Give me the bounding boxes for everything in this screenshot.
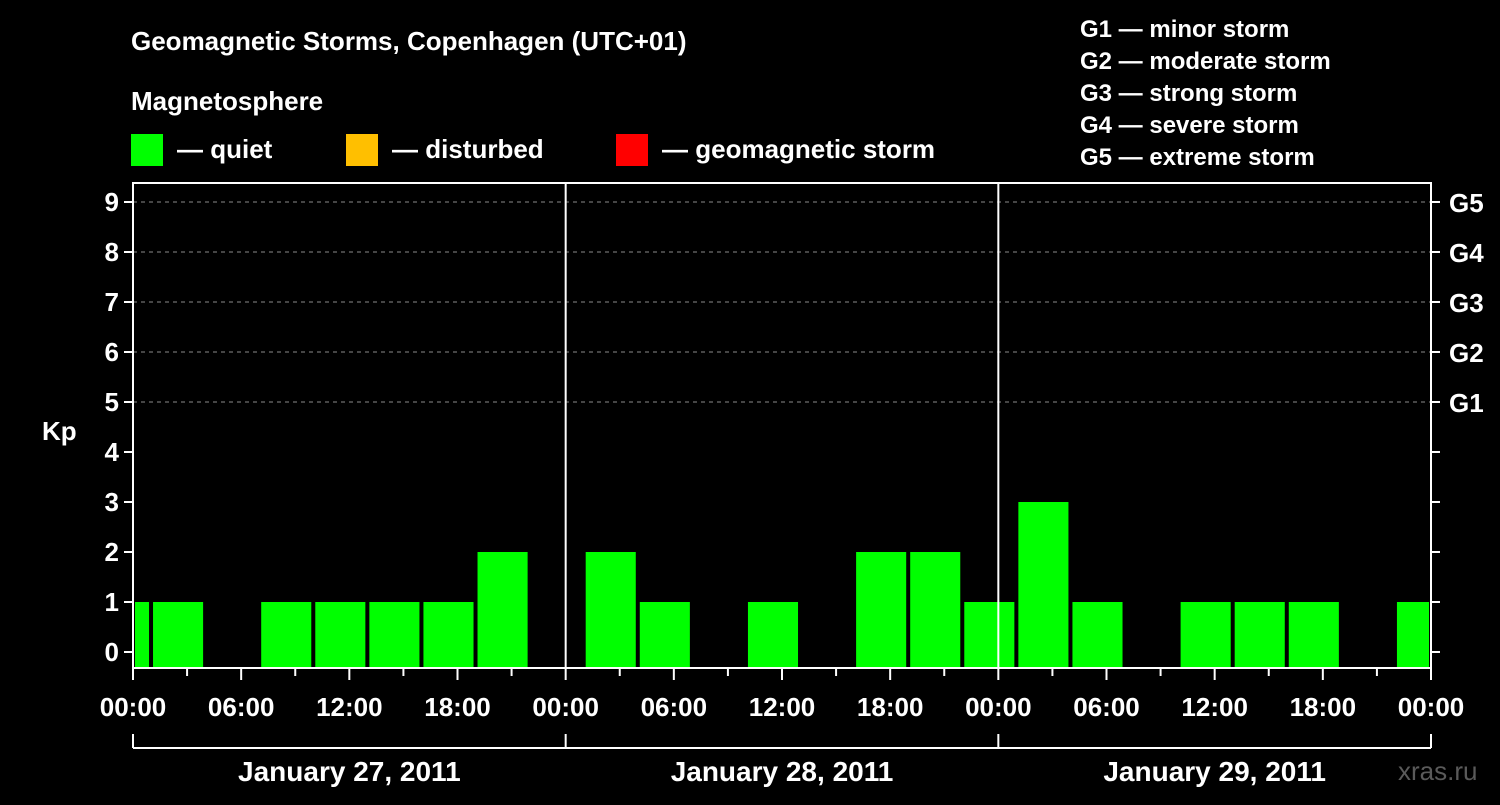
storm-scale-item-1: G1 — minor storm	[1080, 16, 1289, 43]
x-tick-label-3: 18:00	[424, 692, 491, 722]
storm-level-label-g4: G4	[1449, 238, 1484, 268]
x-tick-label-6: 12:00	[749, 692, 816, 722]
y-tick-label-6: 6	[105, 337, 119, 367]
x-tick-label-4: 00:00	[532, 692, 599, 722]
storm-level-label-g2: G2	[1449, 338, 1484, 368]
status-legend-label-2: — geomagnetic storm	[662, 134, 935, 164]
watermark: xras.ru	[1398, 756, 1477, 786]
x-tick-label-12: 00:00	[1398, 692, 1465, 722]
kp-bar-1	[153, 602, 204, 667]
y-tick-label-4: 4	[105, 437, 120, 467]
y-axis-right: G1 G2 G3 G4 G5	[1431, 188, 1484, 653]
kp-bar-18	[1072, 602, 1123, 667]
kp-bar-20	[1180, 602, 1231, 667]
status-legend-label-0: — quiet	[177, 134, 273, 164]
y-tick-label-8: 8	[105, 237, 119, 267]
kp-bar-12	[747, 602, 799, 667]
kp-bar-6	[423, 602, 474, 667]
y-tick-label-9: 9	[105, 187, 119, 217]
x-tick-label-5: 06:00	[641, 692, 708, 722]
storm-level-label-g3: G3	[1449, 288, 1484, 318]
storm-scale-item-3: G3 — strong storm	[1080, 80, 1297, 107]
y-axis-left: 0 1 2 3 4 5 6 7 8 9	[105, 187, 133, 667]
y-tick-label-0: 0	[105, 637, 119, 667]
kp-bar-10	[639, 602, 690, 667]
y-tick-label-7: 7	[105, 287, 119, 317]
kp-bar-7	[477, 552, 528, 667]
status-legend-label-1: — disturbed	[392, 134, 544, 164]
kp-bar-3	[261, 602, 312, 667]
y-axis-label: Kp	[42, 416, 77, 446]
day-label-3: January 29, 2011	[1103, 756, 1326, 787]
x-tick-label-10: 12:00	[1181, 692, 1248, 722]
day-label-1: January 27, 2011	[238, 756, 461, 787]
storm-scale-item-5: G5 — extreme storm	[1080, 144, 1315, 171]
x-tick-label-8: 00:00	[965, 692, 1032, 722]
kp-bar-17	[1018, 502, 1069, 667]
x-tick-label-9: 06:00	[1073, 692, 1140, 722]
day-axis: January 27, 2011 January 28, 2011 January …	[132, 734, 1432, 787]
plot-frame	[132, 182, 1432, 669]
status-legend: — quiet — disturbed — geomagnetic storm	[131, 134, 935, 166]
x-tick-label-7: 18:00	[857, 692, 924, 722]
day-label-2: January 28, 2011	[671, 756, 894, 787]
grid-lines	[133, 201, 1431, 403]
kp-bar-22	[1288, 602, 1339, 667]
storm-level-label-g5: G5	[1449, 188, 1484, 218]
kp-bar-24	[1396, 602, 1429, 667]
storm-scale-item-4: G4 — severe storm	[1080, 112, 1299, 139]
status-swatch-0	[131, 134, 163, 166]
y-tick-label-1: 1	[105, 587, 119, 617]
storm-scale-legend: G1 — minor storm G2 — moderate storm G3 — …	[1080, 16, 1331, 171]
day-dividers	[564, 183, 1000, 668]
storm-scale-item-2: G2 — moderate storm	[1080, 48, 1331, 75]
kp-bar-4	[315, 602, 366, 667]
x-tick-label-1: 06:00	[208, 692, 275, 722]
chart-title: Geomagnetic Storms, Copenhagen (UTC+01)	[131, 26, 686, 56]
y-tick-label-5: 5	[105, 387, 119, 417]
status-swatch-2	[616, 134, 648, 166]
storm-level-label-g1: G1	[1449, 388, 1484, 418]
kp-bar-9	[585, 552, 636, 667]
kp-bar-15	[910, 552, 961, 667]
x-tick-label-11: 18:00	[1290, 692, 1357, 722]
x-axis: 00:00 06:00 12:00 18:00 00:00 06:00 12:00 18:00…	[100, 668, 1465, 722]
y-tick-label-3: 3	[105, 487, 119, 517]
kp-bar-16	[964, 602, 1015, 667]
x-tick-label-0: 00:00	[100, 692, 167, 722]
kp-bar-21	[1234, 602, 1285, 667]
y-tick-label-2: 2	[105, 537, 119, 567]
bars-group	[135, 502, 1429, 667]
kp-bar-5	[369, 602, 420, 667]
chart-subtitle: Magnetosphere	[131, 86, 323, 116]
kp-bar-14	[856, 552, 907, 667]
status-swatch-1	[346, 134, 378, 166]
kp-bar-0	[135, 602, 150, 667]
x-tick-label-2: 12:00	[316, 692, 383, 722]
